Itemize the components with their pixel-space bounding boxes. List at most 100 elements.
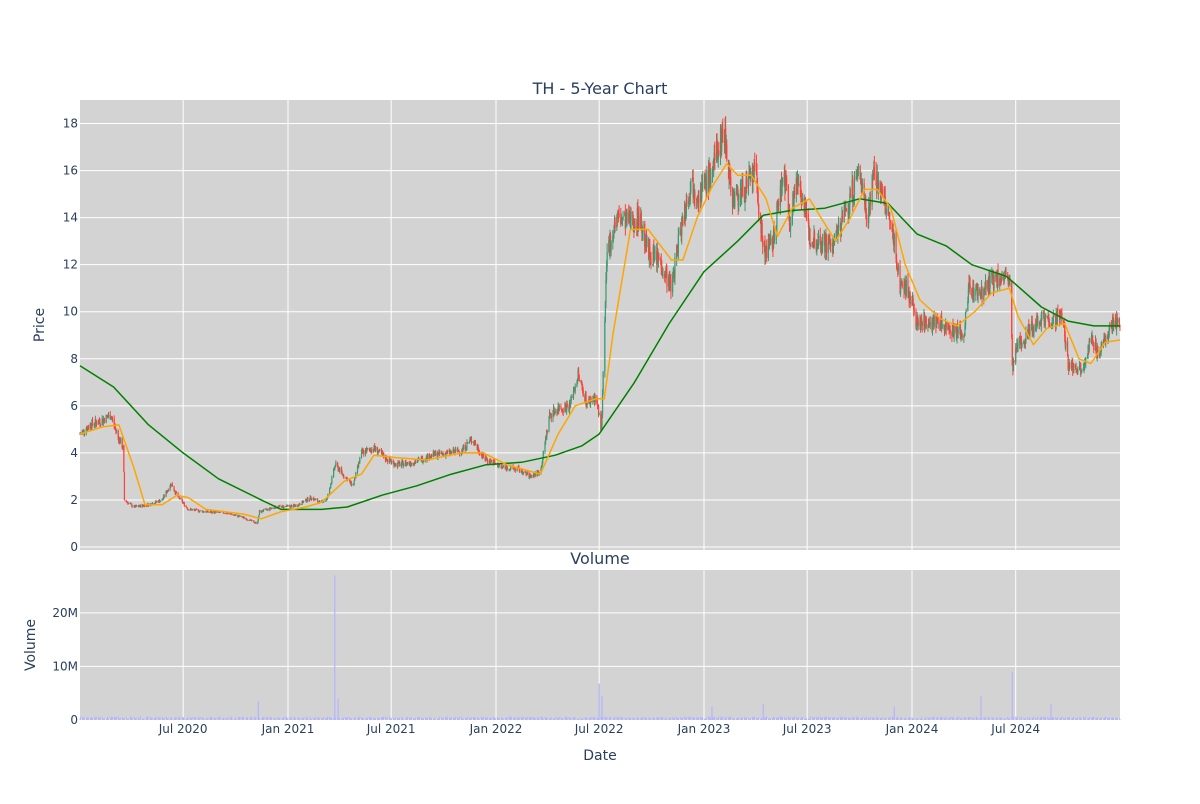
candle-body bbox=[330, 484, 331, 487]
candle bbox=[762, 235, 763, 254]
candle-body bbox=[910, 297, 911, 305]
candle-body bbox=[108, 415, 109, 418]
volume-bar bbox=[898, 718, 899, 720]
candle-body bbox=[319, 501, 320, 502]
candle-body bbox=[1011, 281, 1012, 337]
candle-body bbox=[339, 468, 340, 472]
candle-body bbox=[1036, 326, 1037, 331]
candle-body bbox=[618, 213, 619, 217]
volume-bar bbox=[702, 718, 703, 720]
volume-bar bbox=[272, 719, 273, 720]
volume-bar bbox=[276, 718, 277, 720]
candle bbox=[559, 404, 560, 412]
volume-bar bbox=[439, 717, 440, 720]
candle-body bbox=[587, 403, 588, 405]
volume-y-tick-label: 0 bbox=[70, 713, 78, 727]
candle-body bbox=[930, 322, 931, 325]
candle bbox=[1095, 338, 1096, 354]
volume-bar bbox=[730, 717, 731, 720]
candle-body bbox=[567, 404, 568, 407]
candle-body bbox=[1065, 342, 1066, 347]
price-y-tick-label: 6 bbox=[70, 399, 78, 413]
volume-bar bbox=[834, 717, 835, 720]
volume-bar bbox=[511, 717, 512, 720]
volume-bar bbox=[611, 719, 612, 720]
candle-body bbox=[571, 396, 572, 401]
volume-bar bbox=[631, 718, 632, 720]
candle-body bbox=[236, 515, 237, 516]
volume-bar bbox=[304, 717, 305, 720]
candle-body bbox=[622, 216, 623, 220]
candle bbox=[188, 509, 189, 511]
volume-bar bbox=[192, 717, 193, 720]
price-plot-area bbox=[80, 100, 1120, 550]
volume-bar bbox=[687, 717, 688, 720]
candle-body bbox=[993, 276, 994, 289]
volume-bar bbox=[563, 719, 564, 720]
candle bbox=[774, 232, 775, 244]
volume-bar bbox=[136, 718, 137, 720]
volume-bar bbox=[571, 719, 572, 720]
candle-body bbox=[411, 463, 412, 464]
candle bbox=[1021, 342, 1022, 348]
volume-bar bbox=[164, 717, 165, 720]
candle bbox=[798, 174, 799, 186]
volume-bar bbox=[387, 719, 388, 720]
volume-bar bbox=[742, 718, 743, 720]
volume-bar bbox=[718, 717, 719, 720]
candle-body bbox=[766, 246, 767, 258]
candle bbox=[354, 480, 355, 486]
candle-body bbox=[814, 232, 815, 248]
candle-body bbox=[184, 503, 185, 506]
volume-bar bbox=[240, 718, 241, 720]
candle-body bbox=[914, 310, 915, 311]
candle-body bbox=[974, 295, 975, 296]
candle-body bbox=[1045, 316, 1046, 317]
candle-body bbox=[738, 202, 739, 206]
candle bbox=[551, 413, 552, 422]
candle-body bbox=[255, 522, 256, 523]
candle-body bbox=[259, 511, 260, 513]
candle-body bbox=[104, 419, 105, 423]
volume-bar bbox=[842, 717, 843, 720]
volume-bar bbox=[830, 719, 831, 720]
volume-bar bbox=[208, 719, 209, 720]
candle bbox=[938, 317, 939, 329]
volume-bar bbox=[92, 718, 93, 720]
candle bbox=[527, 471, 528, 475]
candle bbox=[164, 495, 165, 498]
volume-bar bbox=[395, 719, 396, 720]
price-y-tick-label: 0 bbox=[70, 540, 78, 554]
volume-bar bbox=[647, 719, 648, 720]
candle bbox=[902, 281, 903, 289]
candle bbox=[255, 522, 256, 525]
candle bbox=[1015, 343, 1016, 365]
candle bbox=[670, 274, 671, 299]
volume-bar bbox=[886, 719, 887, 720]
volume-bar bbox=[379, 718, 380, 720]
volume-bar bbox=[463, 719, 464, 720]
candle-body bbox=[467, 442, 468, 443]
candle bbox=[806, 201, 807, 221]
volume-bar bbox=[814, 717, 815, 720]
candle-body bbox=[240, 516, 241, 517]
volume-bar bbox=[619, 718, 620, 720]
candle bbox=[926, 316, 927, 329]
volume-bar bbox=[324, 719, 325, 720]
volume-bar bbox=[84, 719, 85, 720]
candle bbox=[579, 375, 580, 382]
volume-bar bbox=[754, 717, 755, 720]
volume-bar bbox=[890, 717, 891, 720]
candle bbox=[770, 230, 771, 245]
candle bbox=[766, 239, 767, 262]
candle-body bbox=[407, 462, 408, 464]
candle bbox=[965, 312, 966, 329]
candle bbox=[738, 194, 739, 212]
candle-body bbox=[575, 387, 576, 391]
candle-body bbox=[870, 202, 871, 206]
candle bbox=[244, 516, 245, 519]
candle-body bbox=[906, 280, 907, 296]
candle-body bbox=[387, 461, 388, 462]
candle-body bbox=[1073, 364, 1074, 371]
candle-body bbox=[563, 411, 564, 412]
